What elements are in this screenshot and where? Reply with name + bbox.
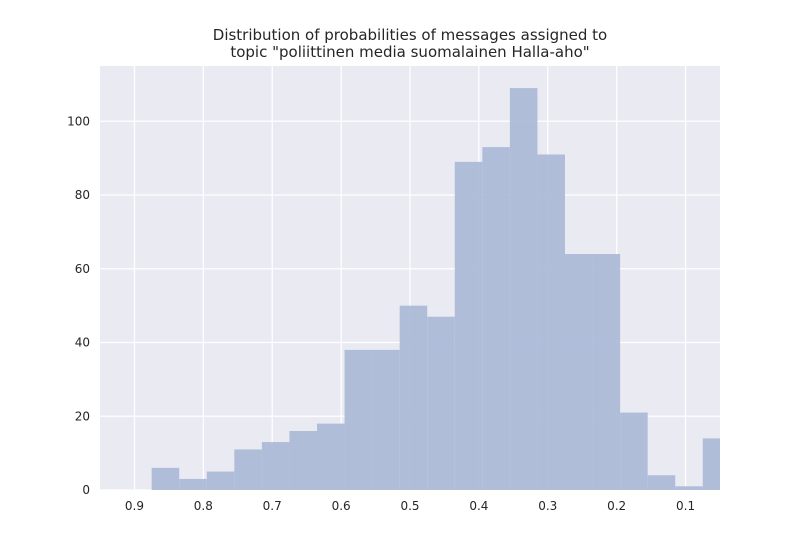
histogram-bar xyxy=(620,412,648,490)
y-tick-label: 0 xyxy=(82,483,90,497)
x-axis-ticks: 0.9 0.8 0.7 0.6 0.5 0.4 0.3 0.2 0.1 xyxy=(125,499,695,513)
chart-title-line-2: topic "poliittinen media suomalainen Hal… xyxy=(230,43,589,61)
histogram-bar xyxy=(647,475,676,490)
y-tick-label: 100 xyxy=(67,114,90,128)
histogram-bar xyxy=(509,88,538,491)
histogram-bar xyxy=(675,486,703,490)
histogram-bar xyxy=(179,478,207,490)
histogram-bar xyxy=(206,471,235,490)
x-tick-label: 0.2 xyxy=(607,499,626,513)
x-tick-label: 0.4 xyxy=(469,499,488,513)
y-axis-ticks: 0 20 40 60 80 100 xyxy=(67,114,90,497)
histogram-bar xyxy=(261,442,290,490)
x-tick-label: 0.9 xyxy=(125,499,144,513)
histogram-bar xyxy=(344,349,373,490)
y-tick-label: 80 xyxy=(75,188,90,202)
y-tick-label: 60 xyxy=(75,262,90,276)
histogram-bar xyxy=(234,449,262,490)
x-tick-label: 0.6 xyxy=(332,499,351,513)
histogram-bar xyxy=(372,349,400,490)
x-tick-label: 0.7 xyxy=(263,499,282,513)
x-tick-label: 0.8 xyxy=(194,499,213,513)
histogram-bar xyxy=(317,423,345,490)
histogram-bar xyxy=(537,154,565,491)
histogram-bar xyxy=(427,316,455,490)
histogram-bar xyxy=(454,161,483,490)
x-tick-label: 0.1 xyxy=(676,499,695,513)
y-tick-label: 40 xyxy=(75,336,90,350)
histogram-bar xyxy=(565,254,593,490)
histogram-bar xyxy=(702,438,720,490)
histogram-bar xyxy=(482,147,510,490)
chart-title-line-1: Distribution of probabilities of message… xyxy=(213,26,607,44)
y-tick-label: 20 xyxy=(75,409,90,423)
histogram-bar xyxy=(151,467,180,490)
x-tick-label: 0.5 xyxy=(400,499,419,513)
x-tick-label: 0.3 xyxy=(538,499,557,513)
histogram-bar xyxy=(592,254,621,490)
histogram-bar xyxy=(399,305,428,490)
histogram-bars xyxy=(151,88,720,491)
histogram-bar xyxy=(289,431,317,490)
